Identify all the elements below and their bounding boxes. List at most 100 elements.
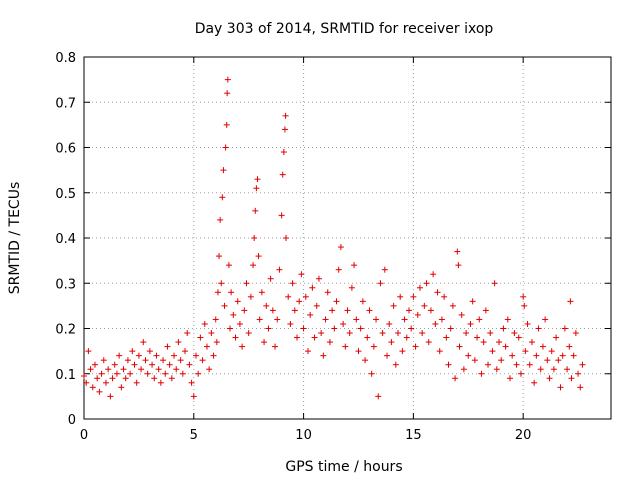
data-point	[318, 330, 325, 337]
data-point	[528, 339, 535, 346]
data-point	[546, 375, 553, 382]
data-point	[377, 280, 384, 287]
data-point	[153, 352, 160, 359]
data-point	[186, 361, 193, 368]
y-tick-label: 0.4	[55, 232, 76, 247]
data-point	[517, 370, 524, 377]
data-point	[368, 370, 375, 377]
data-point	[217, 216, 224, 223]
data-point	[142, 357, 149, 364]
data-point	[210, 352, 217, 359]
data-point	[241, 307, 248, 314]
data-point	[281, 126, 288, 133]
data-point	[456, 343, 463, 350]
data-point	[251, 235, 258, 241]
data-point	[168, 375, 175, 382]
data-point	[329, 307, 336, 314]
x-tick-label: 5	[190, 428, 198, 443]
data-point	[146, 348, 153, 355]
data-point	[333, 298, 340, 305]
data-point	[357, 325, 364, 332]
data-point	[467, 320, 474, 327]
data-point	[513, 361, 520, 368]
data-point	[122, 375, 129, 382]
data-point	[100, 357, 107, 364]
data-point	[526, 361, 533, 368]
data-point	[213, 339, 220, 346]
data-point	[373, 316, 380, 323]
data-point	[171, 352, 178, 359]
data-point	[192, 352, 199, 359]
data-point	[129, 348, 136, 355]
data-point	[274, 316, 281, 323]
y-axis-label: SRMTID / TECUs	[7, 182, 23, 295]
data-point	[359, 298, 366, 305]
data-point	[432, 320, 439, 327]
data-point	[222, 144, 229, 151]
data-point	[460, 366, 467, 373]
data-point	[179, 370, 186, 377]
chart-title: Day 303 of 2014, SRMTID for receiver ixo…	[195, 21, 494, 37]
data-point	[120, 366, 127, 373]
data-point	[173, 366, 180, 373]
data-point	[199, 357, 206, 364]
data-point	[127, 370, 134, 377]
data-point	[388, 339, 395, 346]
y-tick-label: 0.8	[55, 51, 76, 66]
data-point	[155, 366, 162, 373]
data-point	[542, 316, 549, 323]
data-point	[230, 311, 237, 318]
data-point	[250, 262, 257, 269]
data-point	[469, 298, 476, 305]
data-point	[278, 212, 285, 219]
y-tick-label: 0.6	[55, 142, 76, 157]
data-point	[478, 370, 485, 377]
x-axis-label: GPS time / hours	[285, 459, 402, 475]
data-point	[133, 379, 140, 386]
data-point	[401, 316, 408, 323]
data-point	[390, 302, 397, 309]
data-point	[566, 343, 573, 350]
y-tick-label: 0.3	[55, 277, 76, 292]
x-tick-label: 10	[295, 428, 312, 443]
data-point	[98, 370, 105, 377]
data-point	[201, 320, 208, 327]
data-point	[261, 339, 268, 346]
data-point	[322, 316, 329, 323]
data-point	[493, 366, 500, 373]
data-point	[355, 348, 362, 355]
data-point	[96, 388, 103, 395]
axis-ticks: 0 0.1 0.2 0.3 0.4 0.5 0.6 0.7 0.8 0 5 10 15 20	[55, 51, 611, 443]
y-tick-label: 0.7	[55, 96, 76, 111]
data-point	[221, 302, 228, 309]
data-point	[326, 339, 333, 346]
data-point	[337, 244, 344, 251]
data-point	[197, 334, 204, 341]
data-point	[399, 348, 406, 355]
data-point	[449, 302, 456, 309]
data-point	[253, 185, 260, 192]
data-point	[572, 330, 579, 337]
data-point	[362, 357, 369, 364]
data-point	[331, 325, 338, 332]
data-point	[214, 289, 221, 296]
data-point	[452, 375, 459, 382]
data-point	[366, 307, 373, 314]
data-point	[102, 379, 109, 386]
data-point	[91, 361, 98, 368]
data-point	[216, 253, 223, 260]
data-point	[203, 343, 210, 350]
data-point	[111, 361, 118, 368]
data-point	[515, 334, 522, 341]
data-point	[474, 334, 481, 341]
data-point	[414, 311, 421, 318]
gridlines	[84, 57, 611, 419]
data-point	[234, 298, 241, 305]
data-point	[255, 253, 262, 260]
data-point	[443, 334, 450, 341]
data-point	[263, 302, 270, 309]
data-point	[269, 307, 276, 314]
data-point	[410, 293, 417, 300]
data-point	[227, 325, 234, 332]
